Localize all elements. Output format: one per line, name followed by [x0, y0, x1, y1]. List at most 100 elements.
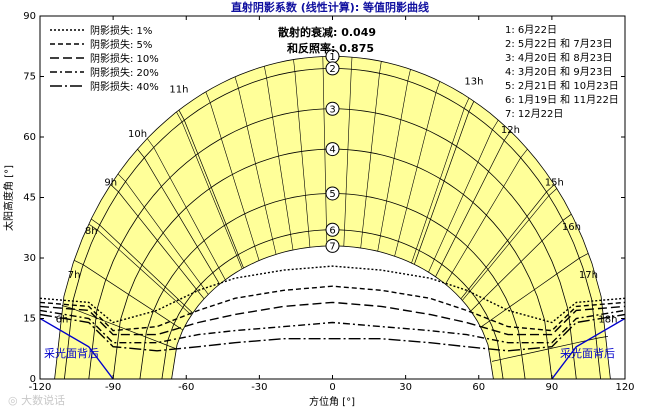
shading-curve-5%: [40, 285, 625, 332]
hour-meridian: [234, 76, 277, 255]
hour-label-6h: 6h: [56, 315, 69, 326]
x-tick-label: 60: [472, 382, 485, 393]
date-legend-item: 3: 4月20日 和 8月23日: [505, 52, 612, 64]
x-tick-label: 120: [615, 382, 634, 393]
hour-meridian: [88, 223, 192, 316]
shading-legend: 阴影损失: 1%阴影损失: 5%阴影损失: 10%阴影损失: 20%阴影损失: …: [50, 24, 159, 93]
hour-label-18h: 18h: [598, 315, 617, 326]
shading-legend-label: 阴影损失: 20%: [90, 66, 159, 79]
chart-title: 直射阴影系数 (线性计算): 等值阴影曲线: [231, 0, 429, 14]
hour-line-11h: [178, 109, 244, 269]
sun-path-marker-7: 7: [325, 238, 340, 253]
sun-path-marker-4: 4: [325, 142, 340, 157]
y-tick-label: 15: [23, 314, 36, 325]
sun-path-marker-label: 4: [329, 145, 335, 156]
sun-path-marker-label: 6: [329, 225, 335, 236]
y-axis-label: 太阳高度角 [°]: [2, 165, 15, 231]
hour-label-11h: 11h: [169, 85, 188, 96]
hour-meridian: [205, 91, 260, 261]
hour-meridian: [394, 81, 441, 257]
hour-line-6h: [61, 305, 177, 350]
info-line-diffuse: 散射的衰减: 0.049: [278, 25, 376, 39]
sun-path-marker-5: 5: [325, 186, 340, 201]
shading-curve-20%: [40, 309, 625, 344]
hour-label-13h: 13h: [464, 77, 483, 88]
hour-meridian: [377, 69, 411, 252]
shading-curve-1%: [40, 265, 625, 324]
y-tick-label: 75: [23, 72, 36, 83]
x-tick-label: 90: [546, 382, 559, 393]
sun-path-marker-label: 5: [329, 189, 335, 200]
y-tick-label: 90: [23, 11, 36, 22]
hour-meridian: [293, 59, 311, 248]
shading-curve-40%: [40, 313, 625, 352]
back-side-label-left: 采光面背后: [44, 346, 99, 360]
hour-line-9h: [110, 184, 205, 300]
inner-clear-area: [171, 245, 494, 379]
date-legend-item: 5: 2月21日 和 10月23日: [505, 80, 619, 92]
hour-line-15h: [460, 184, 555, 300]
hour-line-18h: [491, 336, 608, 362]
sun-path-area: [54, 56, 611, 379]
y-tick-label: 0: [30, 374, 36, 385]
back-side-label-right: 采光面背后: [560, 346, 615, 360]
sun-path-marker-2: 2: [325, 61, 340, 76]
hour-label-8h: 8h: [85, 226, 98, 237]
hour-line-12h: [435, 131, 511, 277]
x-tick-label: -90: [105, 382, 121, 393]
hour-label-9h: 9h: [104, 177, 117, 188]
hour-meridian: [411, 97, 470, 264]
y-tick-label: 30: [23, 253, 36, 264]
hour-line-16h: [470, 213, 572, 312]
watermark: ◎ 大数说话: [8, 393, 65, 407]
shading-curve-10%: [40, 301, 625, 336]
sun-path-marker-label: 7: [329, 241, 335, 252]
sun-path-marker-label: 2: [329, 64, 335, 75]
date-legend-item: 2: 5月22日 和 7月23日: [505, 38, 612, 50]
shading-legend-label: 阴影损失: 40%: [90, 80, 159, 93]
hour-line-8h: [90, 218, 194, 314]
date-legend: 1: 6月22日 2: 5月22日 和 7月23日 3: 4月20日 和 8月23日…: [505, 24, 619, 120]
info-line-albedo: 和反照率: 0.875: [287, 41, 374, 55]
hour-meridian: [176, 111, 243, 270]
date-legend-item: 1: 6月22日: [505, 24, 557, 36]
hour-label-12h: 12h: [501, 125, 520, 136]
hour-line-13h: [413, 101, 475, 265]
x-tick-label: 0: [329, 382, 335, 393]
x-tick-label: -60: [178, 382, 194, 393]
date-legend-item: 6: 1月19日 和 11月22日: [505, 94, 619, 106]
hour-meridian: [445, 148, 528, 285]
hour-meridian: [264, 66, 294, 251]
date-legend-item: 7: 12月22日: [505, 108, 563, 120]
date-legend-item: 4: 3月20日 和 9月23日: [505, 66, 612, 78]
hour-line-17h: [480, 252, 589, 328]
sun-path-marker-label: 1: [329, 52, 335, 63]
hour-line-10h: [137, 148, 220, 285]
hour-label-16h: 16h: [562, 222, 581, 233]
hour-meridian: [147, 138, 226, 280]
sun-path-marker-label: 3: [329, 104, 335, 115]
back-side-boundary-right: [551, 317, 625, 379]
curves-layer: [40, 55, 625, 379]
hour-meridian: [462, 188, 558, 301]
hour-label-7h: 7h: [68, 270, 81, 281]
sun-path-marker-6: 6: [325, 222, 340, 237]
y-tick-label: 60: [23, 132, 36, 143]
chart-labels: 12 3 4 5 6 7 6h 7h 8h 9h 10h 11h 12h 13h 15h 16h 17h 18h: [56, 49, 617, 326]
back-side-boundary-left: [40, 317, 114, 379]
shading-legend-label: 阴影损失: 5%: [90, 38, 152, 51]
shading-legend-label: 阴影损失: 10%: [90, 52, 159, 65]
x-tick-label: -30: [251, 382, 267, 393]
hour-line-7h: [73, 259, 184, 331]
sun-path-fill: [54, 56, 611, 379]
hour-meridian: [360, 61, 382, 249]
hour-label-15h: 15h: [545, 177, 564, 188]
x-tick-label: 30: [399, 382, 412, 393]
x-tick-label: -120: [29, 382, 52, 393]
hour-meridian: [117, 173, 209, 295]
shading-legend-label: 阴影损失: 1%: [90, 24, 152, 37]
sun-path-marker-3: 3: [325, 101, 340, 116]
hour-meridian: [343, 57, 353, 247]
